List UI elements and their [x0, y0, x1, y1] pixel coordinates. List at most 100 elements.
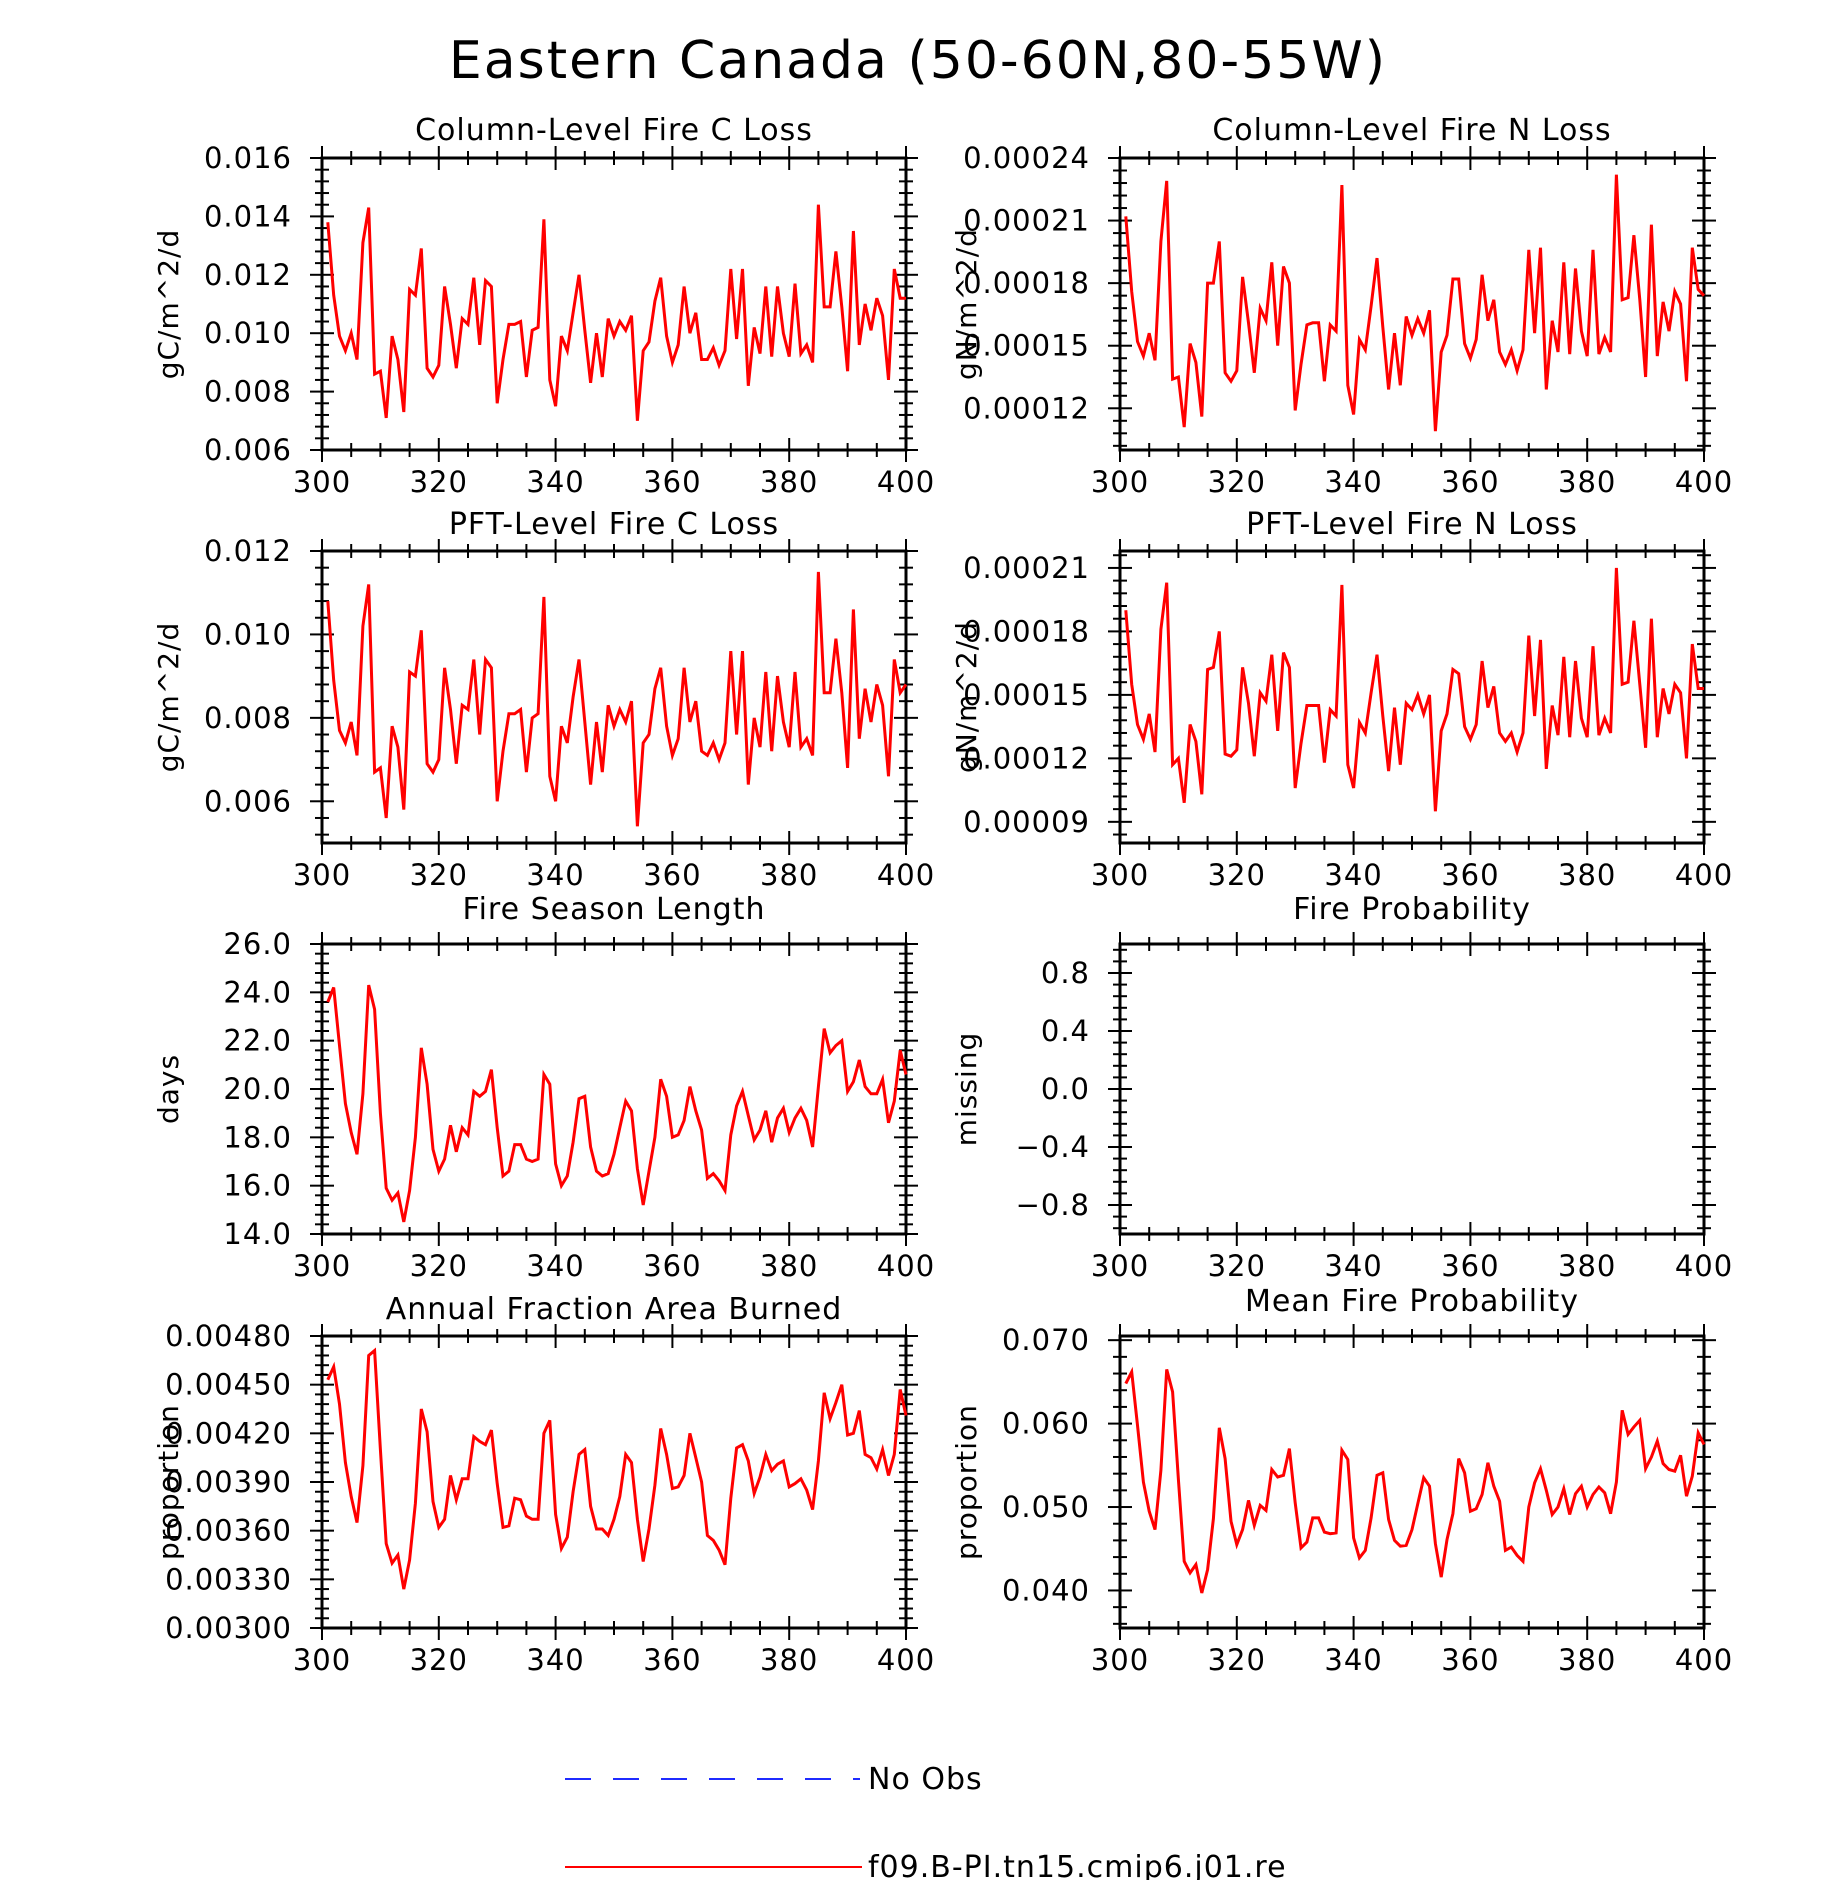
x-tick-label: 300 — [1091, 858, 1149, 892]
x-tick-label: 380 — [760, 1249, 818, 1283]
y-axis-label: gC/m^2/d — [152, 622, 185, 773]
x-tick-label: 320 — [1208, 1249, 1266, 1283]
y-tick-label: 0.010 — [204, 617, 292, 651]
x-tick-label: 360 — [1441, 465, 1499, 499]
legend-no-obs-label: No Obs — [868, 1762, 983, 1797]
y-tick-label: 0.00021 — [963, 551, 1090, 585]
y-tick-label: 0.00012 — [963, 391, 1090, 425]
y-tick-label: 0.016 — [204, 141, 292, 175]
panel-3: 300 320 340 360 380 400 0.00009 0.00012 0.00015 0… — [950, 507, 1732, 892]
series-line — [326, 984, 908, 1223]
series-line — [1124, 1366, 1706, 1594]
x-tick-label: 320 — [410, 465, 468, 499]
y-axis-label: days — [152, 1054, 185, 1124]
legend-model-label: f09.B-PI.tn15.cmip6.j01.re — [868, 1850, 1287, 1880]
panel-1: 300 320 340 360 380 400 0.00012 0.00015 0.00018 0… — [950, 113, 1732, 499]
y-tick-label: 0.00420 — [165, 1416, 292, 1450]
x-tick-label: 320 — [410, 1249, 468, 1283]
y-tick-label: 0.006 — [204, 784, 292, 818]
y-tick-label: 24.0 — [223, 975, 292, 1009]
x-tick-label: 380 — [760, 1643, 818, 1677]
y-tick-label: 0.00021 — [963, 204, 1090, 238]
panel-title: Fire Season Length — [463, 892, 766, 927]
x-tick-label: 340 — [1324, 465, 1382, 499]
x-tick-label: 400 — [877, 465, 935, 499]
panel-2: 300 320 340 360 380 400 0.006 0.008 0.010 0.012 PF… — [152, 507, 935, 892]
y-tick-label: 0.8 — [1041, 956, 1090, 990]
series-line — [326, 204, 906, 421]
series-line — [1124, 567, 1704, 812]
x-tick-label: 340 — [1324, 1643, 1382, 1677]
x-tick-label: 300 — [1091, 1249, 1149, 1283]
y-tick-label: 0.00018 — [963, 614, 1090, 648]
x-tick-label: 340 — [526, 465, 584, 499]
x-tick-label: 300 — [1091, 1643, 1149, 1677]
panel-0: 300 320 340 360 380 400 0.006 0.008 0.010 0.012 0.… — [152, 113, 935, 499]
panel-6: 300 320 340 360 380 400 0.00300 0.00330 0.00360 0… — [152, 1292, 935, 1677]
y-tick-label: 0.006 — [204, 433, 292, 467]
x-tick-label: 360 — [643, 465, 701, 499]
x-tick-label: 400 — [1675, 1249, 1733, 1283]
y-tick-label: 0.012 — [204, 534, 292, 568]
x-tick-label: 360 — [1441, 858, 1499, 892]
series-line — [326, 1347, 908, 1590]
x-tick-label: 360 — [643, 1643, 701, 1677]
x-tick-label: 320 — [410, 858, 468, 892]
panel-4: 300 320 340 360 380 400 14.0 16.0 18.0 20.0 22.0 24… — [152, 892, 935, 1283]
y-tick-label: 0.00300 — [165, 1611, 292, 1645]
y-tick-label: 0.040 — [1002, 1573, 1090, 1607]
x-tick-label: 380 — [1558, 465, 1616, 499]
y-tick-label: 0.00015 — [963, 329, 1090, 363]
x-tick-label: 360 — [1441, 1249, 1499, 1283]
y-tick-label: 0.00018 — [963, 266, 1090, 300]
y-tick-label: −0.4 — [1016, 1130, 1090, 1164]
y-tick-label: 26.0 — [223, 927, 292, 961]
x-tick-label: 320 — [1208, 858, 1266, 892]
legend: No Obs f09.B-PI.tn15.cmip6.j01.re — [565, 1762, 1287, 1880]
x-tick-label: 320 — [1208, 1643, 1266, 1677]
panel-title: PFT-Level Fire C Loss — [449, 507, 779, 542]
y-tick-label: 14.0 — [223, 1217, 292, 1251]
panel-5: 300 320 340 360 380 400 −0.8 −0.4 0.0 0.4 0.8 Fire … — [950, 892, 1733, 1283]
y-tick-label: −0.8 — [1016, 1188, 1090, 1222]
x-tick-label: 380 — [760, 465, 818, 499]
y-tick-label: 0.012 — [204, 258, 292, 292]
panel-title: Mean Fire Probability — [1245, 1284, 1579, 1319]
y-tick-label: 22.0 — [223, 1024, 292, 1058]
y-tick-label: 0.010 — [204, 316, 292, 350]
y-tick-label: 0.008 — [204, 375, 292, 409]
y-tick-label: 0.0 — [1041, 1072, 1090, 1106]
x-tick-label: 300 — [293, 1249, 351, 1283]
y-tick-label: 0.4 — [1041, 1014, 1090, 1048]
panel-7: 300 320 340 360 380 400 0.040 0.050 0.060 0.070 Me… — [950, 1284, 1733, 1677]
x-tick-label: 380 — [1558, 858, 1616, 892]
y-tick-label: 0.00012 — [963, 741, 1090, 775]
plot-frame — [320, 1334, 908, 1630]
y-tick-label: 0.060 — [1002, 1407, 1090, 1441]
y-tick-label: 0.070 — [1002, 1323, 1090, 1357]
x-tick-label: 360 — [1441, 1643, 1499, 1677]
plot-frame — [1118, 942, 1706, 1236]
y-tick-label: 0.00009 — [963, 805, 1090, 839]
x-tick-label: 400 — [877, 1249, 935, 1283]
x-tick-label: 300 — [293, 858, 351, 892]
y-axis-label: missing — [950, 1032, 983, 1147]
x-tick-label: 300 — [1091, 465, 1149, 499]
x-tick-label: 400 — [1675, 1643, 1733, 1677]
x-tick-label: 400 — [877, 1643, 935, 1677]
y-tick-label: 0.00024 — [963, 141, 1090, 175]
x-tick-label: 400 — [877, 858, 935, 892]
panel-title: Fire Probability — [1293, 892, 1531, 927]
x-tick-label: 360 — [643, 858, 701, 892]
y-tick-label: 0.00480 — [165, 1319, 292, 1353]
x-tick-label: 340 — [526, 1249, 584, 1283]
x-tick-label: 380 — [1558, 1249, 1616, 1283]
y-axis-label: gN/m^2/d — [950, 621, 983, 773]
x-tick-label: 340 — [526, 858, 584, 892]
y-tick-label: 0.00360 — [165, 1514, 292, 1548]
x-tick-label: 380 — [760, 858, 818, 892]
series-line — [1124, 174, 1706, 432]
y-axis-label: proportion — [152, 1404, 185, 1560]
y-tick-label: 0.00330 — [165, 1562, 292, 1596]
